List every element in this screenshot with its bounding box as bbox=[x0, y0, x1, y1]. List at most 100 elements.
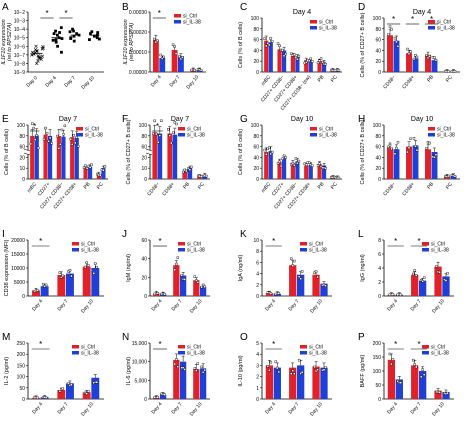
replicate-point bbox=[438, 391, 441, 394]
replicate-point bbox=[297, 275, 301, 279]
significance-star: * bbox=[272, 237, 275, 246]
legend-label: si_Ctrl bbox=[431, 242, 445, 248]
data-point bbox=[60, 37, 64, 40]
replicate-point bbox=[324, 284, 327, 287]
x-tick-label: CD38− bbox=[382, 181, 397, 197]
data-point bbox=[89, 32, 92, 36]
legend-label: si_Ctrl bbox=[437, 20, 451, 26]
significance-star: * bbox=[430, 15, 433, 24]
x-tick-label: Day 4 bbox=[264, 401, 277, 415]
replicate-point bbox=[37, 146, 40, 150]
replicate-point bbox=[63, 124, 67, 128]
y-tick-label: 0 bbox=[22, 397, 25, 403]
y-axis-label: BAFF (pg/ml) bbox=[360, 354, 366, 387]
x-tick-label: Day 4 bbox=[151, 298, 164, 312]
bar-si-il38 bbox=[322, 62, 327, 72]
y-tick-label: 8 bbox=[256, 249, 259, 255]
replicate-point bbox=[103, 165, 107, 168]
replicate-point bbox=[59, 143, 62, 146]
replicate-point bbox=[71, 143, 74, 146]
replicate-point bbox=[446, 391, 449, 395]
replicate-point bbox=[199, 69, 203, 72]
legend-swatch bbox=[72, 242, 79, 246]
replicate-point bbox=[58, 390, 62, 393]
data-point bbox=[72, 29, 75, 33]
x-tick-label: Day 4 bbox=[386, 298, 399, 312]
replicate-point bbox=[433, 156, 436, 159]
panel-p: P BAFF (pg/ml) 0 50 100 150 200 Day 4 Day 7 Day 1… bbox=[358, 332, 454, 417]
data-point bbox=[75, 32, 79, 36]
y-tick-label: 40 bbox=[375, 48, 381, 54]
replicate-point bbox=[425, 54, 428, 57]
y-tick-label: 100 bbox=[251, 16, 260, 22]
replicate-point bbox=[276, 42, 280, 45]
bar-si-il38 bbox=[34, 135, 39, 179]
bar-si-ctrl bbox=[317, 61, 322, 72]
bar-si-ctrl bbox=[290, 55, 295, 72]
replicate-point bbox=[388, 143, 392, 147]
y-tick-label: 8 bbox=[378, 238, 381, 244]
replicate-point bbox=[266, 364, 270, 368]
y-axis-label: CD38 expression (MFI) bbox=[4, 239, 10, 296]
replicate-point bbox=[70, 274, 73, 278]
bar-si-il38 bbox=[200, 286, 207, 296]
replicate-point bbox=[269, 360, 273, 364]
bar-si-ctrl bbox=[265, 365, 274, 399]
legend-swatch bbox=[422, 242, 429, 246]
legend-swatch bbox=[178, 242, 185, 246]
replicate-point bbox=[174, 52, 178, 55]
replicate-point bbox=[413, 269, 416, 272]
replicate-point bbox=[44, 283, 48, 287]
y-tick-label: 10−7 bbox=[14, 53, 25, 59]
y-tick-label: 20 bbox=[375, 166, 381, 172]
x-tick-label: Day 10 bbox=[431, 401, 446, 417]
legend-label: si_IL-38 bbox=[437, 133, 455, 139]
panel-o: O IL-10 (pg/ml) 0 1 2 3 4 5 Day 4 Day 7 Day 10 si_C… bbox=[238, 332, 332, 417]
replicate-point bbox=[293, 164, 296, 167]
replicate-point bbox=[434, 153, 438, 156]
legend-swatch bbox=[300, 248, 307, 252]
replicate-point bbox=[447, 174, 450, 178]
replicate-point bbox=[95, 381, 98, 384]
bar-si-il38 bbox=[282, 50, 287, 72]
x-tick-label: PB bbox=[426, 74, 435, 83]
x-tick-label: Day 7 bbox=[171, 401, 184, 415]
bar-si-il38 bbox=[282, 158, 287, 179]
replicate-point bbox=[282, 154, 286, 157]
x-tick-label: Day 7 bbox=[288, 298, 301, 312]
replicate-point bbox=[428, 54, 431, 58]
bar-si-il38 bbox=[308, 164, 313, 179]
replicate-point bbox=[407, 52, 411, 55]
replicate-point bbox=[387, 33, 390, 36]
y-tick-label: 15000 bbox=[11, 252, 25, 258]
x-tick-label: Day 4 bbox=[386, 401, 399, 415]
replicate-point bbox=[195, 369, 198, 372]
replicate-point bbox=[284, 52, 287, 56]
replicate-point bbox=[393, 152, 397, 155]
legend-label: si_IL-38 bbox=[85, 133, 103, 139]
replicate-point bbox=[324, 167, 327, 170]
bar-si-ctrl bbox=[57, 390, 66, 399]
x-tick-label: Day 10 bbox=[431, 298, 446, 314]
y-tick-label: 100 bbox=[373, 16, 382, 22]
legend-label: si_Ctrl bbox=[431, 345, 445, 351]
replicate-point bbox=[388, 352, 392, 356]
bar-si-ctrl bbox=[182, 171, 188, 179]
y-axis-label: (rel to RPS27A) bbox=[7, 23, 13, 62]
y-tick-label: 100 bbox=[17, 375, 26, 381]
legend-swatch bbox=[300, 351, 307, 355]
y-tick-label: 250 bbox=[17, 341, 26, 347]
bar-si-il38 bbox=[91, 377, 100, 399]
significance-star: * bbox=[39, 340, 42, 349]
replicate-point bbox=[92, 272, 95, 275]
bar-si-ctrl bbox=[312, 366, 320, 399]
y-tick-label: 40 bbox=[253, 155, 259, 161]
data-point bbox=[37, 56, 41, 60]
replicate-point bbox=[444, 279, 448, 282]
replicate-point bbox=[291, 369, 294, 372]
replicate-point bbox=[412, 137, 416, 140]
replicate-point bbox=[282, 54, 286, 57]
y-tick-label: 20 bbox=[141, 275, 147, 281]
replicate-point bbox=[167, 128, 170, 131]
data-point bbox=[33, 47, 38, 52]
